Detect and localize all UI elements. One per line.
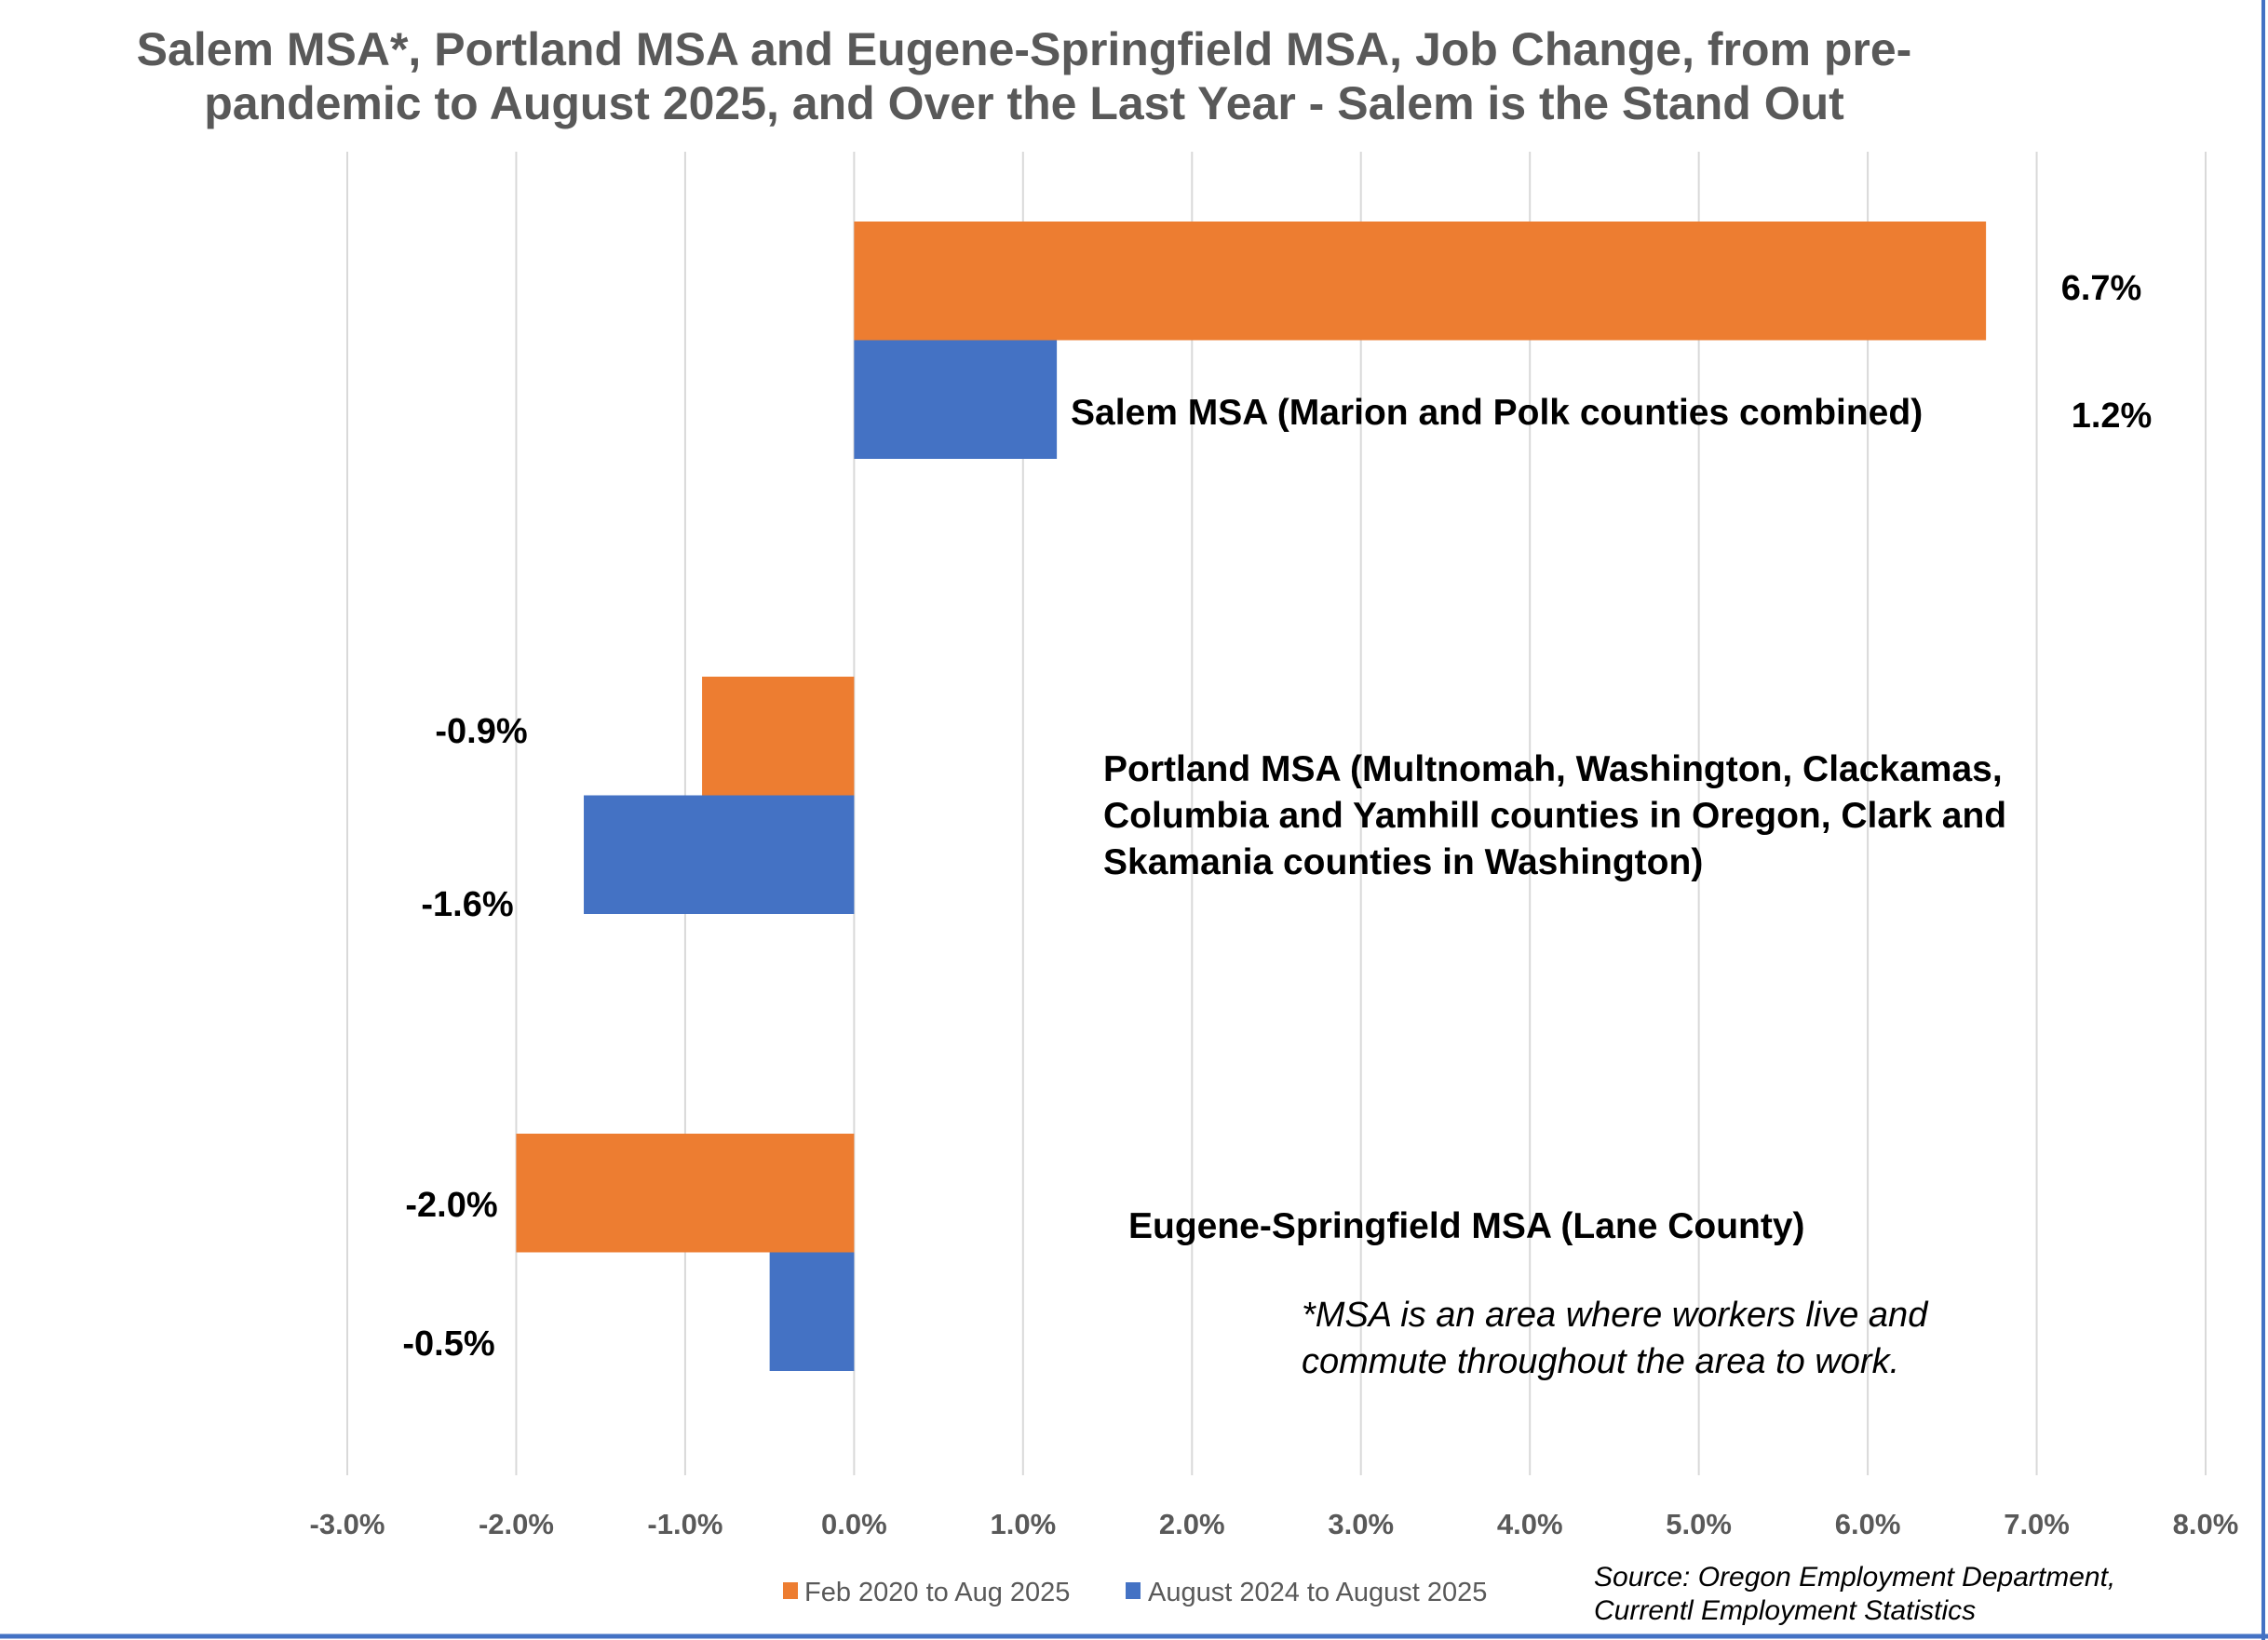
category-label: Eugene-Springfield MSA (Lane County) <box>1128 1206 1805 1246</box>
legend-swatch-series-2 <box>1126 1582 1141 1599</box>
x-tick-label: 8.0% <box>2173 1508 2239 1540</box>
data-label: 6.7% <box>2061 269 2142 308</box>
x-tick-label: -2.0% <box>479 1508 554 1540</box>
footnote-line-2: commute throughout the area to work. <box>1302 1342 1899 1381</box>
x-tick-label: 6.0% <box>1835 1508 1901 1540</box>
data-label: -1.6% <box>421 885 513 924</box>
bar-series-1-category-3 <box>516 1134 855 1253</box>
x-tick-label: 4.0% <box>1497 1508 1563 1540</box>
chart-title-line-1: Salem MSA*, Portland MSA and Eugene-Spri… <box>137 23 1912 75</box>
bar-series-1-category-1 <box>854 222 1987 341</box>
legend-swatch-series-1 <box>783 1582 798 1599</box>
data-labels: 6.7% -0.9% -2.0% 1.2% -1.6% -0.5% <box>402 269 2152 1364</box>
category-label: Skamania counties in Washington) <box>1103 842 1703 882</box>
x-tick-label: -3.0% <box>310 1508 385 1540</box>
x-tick-label: 0.0% <box>821 1508 887 1540</box>
bar-series-2-category-3 <box>769 1252 855 1371</box>
gridlines <box>346 152 2207 1475</box>
category-label: Portland MSA (Multnomah, Washington, Cla… <box>1103 749 2003 789</box>
data-label: 1.2% <box>2072 397 2153 436</box>
x-axis-tick-labels: -3.0% -2.0% -1.0% 0.0% 1.0% 2.0% 3.0% 4.0% 5.0% 6… <box>310 1508 2239 1540</box>
x-tick-label: 2.0% <box>1159 1508 1225 1540</box>
bar-series-2-category-2 <box>584 795 855 914</box>
category-labels: Salem MSA (Marion and Polk counties comb… <box>1071 393 2006 1246</box>
data-label: -0.9% <box>435 712 527 751</box>
x-tick-label: 3.0% <box>1328 1508 1394 1540</box>
x-tick-label: 5.0% <box>1666 1508 1732 1540</box>
category-label: Salem MSA (Marion and Polk counties comb… <box>1071 393 1923 433</box>
legend-label-series-1: Feb 2020 to Aug 2025 <box>804 1578 1070 1607</box>
x-tick-label: 1.0% <box>990 1508 1056 1540</box>
x-tick-label: 7.0% <box>2004 1508 2070 1540</box>
source-line-2: Currentl Employment Statistics <box>1594 1595 1976 1626</box>
category-label: Columbia and Yamhill counties in Oregon,… <box>1103 796 2006 836</box>
bar-series-2-category-1 <box>854 340 1058 459</box>
footnote-line-1: *MSA is an area where workers live and <box>1302 1296 1929 1335</box>
bar-series-1-category-2 <box>702 677 855 796</box>
x-tick-label: -1.0% <box>647 1508 722 1540</box>
legend: Feb 2020 to Aug 2025 August 2024 to Augu… <box>783 1578 1487 1607</box>
data-label: -0.5% <box>402 1324 494 1364</box>
legend-label-series-2: August 2024 to August 2025 <box>1148 1578 1487 1607</box>
bars <box>516 222 1987 1371</box>
chart-title-line-2: pandemic to August 2025, and Over the La… <box>204 77 1844 129</box>
data-label: -2.0% <box>405 1186 497 1225</box>
source-line-1: Source: Oregon Employment Department, <box>1594 1562 2115 1593</box>
